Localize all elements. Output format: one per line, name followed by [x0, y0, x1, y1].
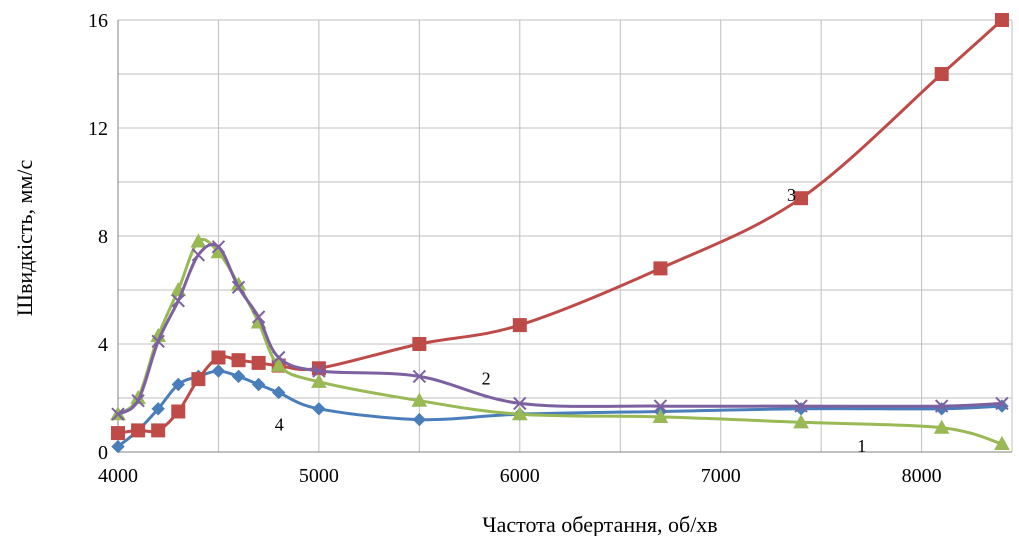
y-axis-title: Швидкість, мм/с: [12, 160, 37, 317]
y-tick-label: 12: [88, 118, 108, 140]
data-point-diamond: [996, 400, 1008, 412]
data-point-square: [212, 351, 225, 364]
data-point-square: [413, 338, 426, 351]
y-tick-label: 4: [98, 334, 108, 356]
series-2: [112, 241, 1008, 420]
data-point-square: [252, 356, 265, 369]
data-point-diamond: [233, 370, 245, 382]
curve-label: 2: [482, 369, 491, 389]
series-line-3: [118, 20, 1002, 433]
data-point-diamond: [795, 403, 807, 415]
series-4: [112, 365, 1008, 453]
x-tick-label: 4000: [98, 465, 138, 487]
data-point-x: [192, 249, 204, 261]
data-point-square: [654, 262, 667, 275]
data-point-diamond: [313, 403, 325, 415]
y-tick-label: 16: [88, 10, 108, 32]
x-axis-title: Частота обертання, об/хв: [482, 512, 717, 536]
series-line-2: [118, 244, 1002, 414]
y-tick-label: 0: [98, 442, 108, 464]
data-point-square: [172, 405, 185, 418]
data-point-diamond: [212, 365, 224, 377]
y-tick-label: 8: [98, 226, 108, 248]
data-point-square: [513, 319, 526, 332]
series-1: [111, 234, 1009, 449]
x-tick-label: 5000: [299, 465, 339, 487]
data-point-square: [152, 424, 165, 437]
curve-label: 1: [857, 436, 866, 456]
curve-label: 3: [787, 185, 796, 205]
series-3: [112, 14, 1009, 440]
x-tick-label: 8000: [902, 465, 942, 487]
x-tick-label: 6000: [500, 465, 540, 487]
data-point-diamond: [253, 379, 265, 391]
series-line-4: [118, 371, 1002, 447]
data-point-diamond: [273, 387, 285, 399]
data-point-square: [232, 354, 245, 367]
curve-label: 4: [275, 414, 284, 434]
x-tick-label: 7000: [701, 465, 741, 487]
data-point-square: [995, 14, 1008, 27]
data-point-square: [795, 192, 808, 205]
series-lines: [111, 14, 1009, 453]
data-point-square: [112, 427, 125, 440]
data-point-diamond: [413, 414, 425, 426]
data-point-square: [935, 68, 948, 81]
data-point-square: [132, 424, 145, 437]
grid: [118, 20, 1012, 452]
data-point-square: [192, 373, 205, 386]
